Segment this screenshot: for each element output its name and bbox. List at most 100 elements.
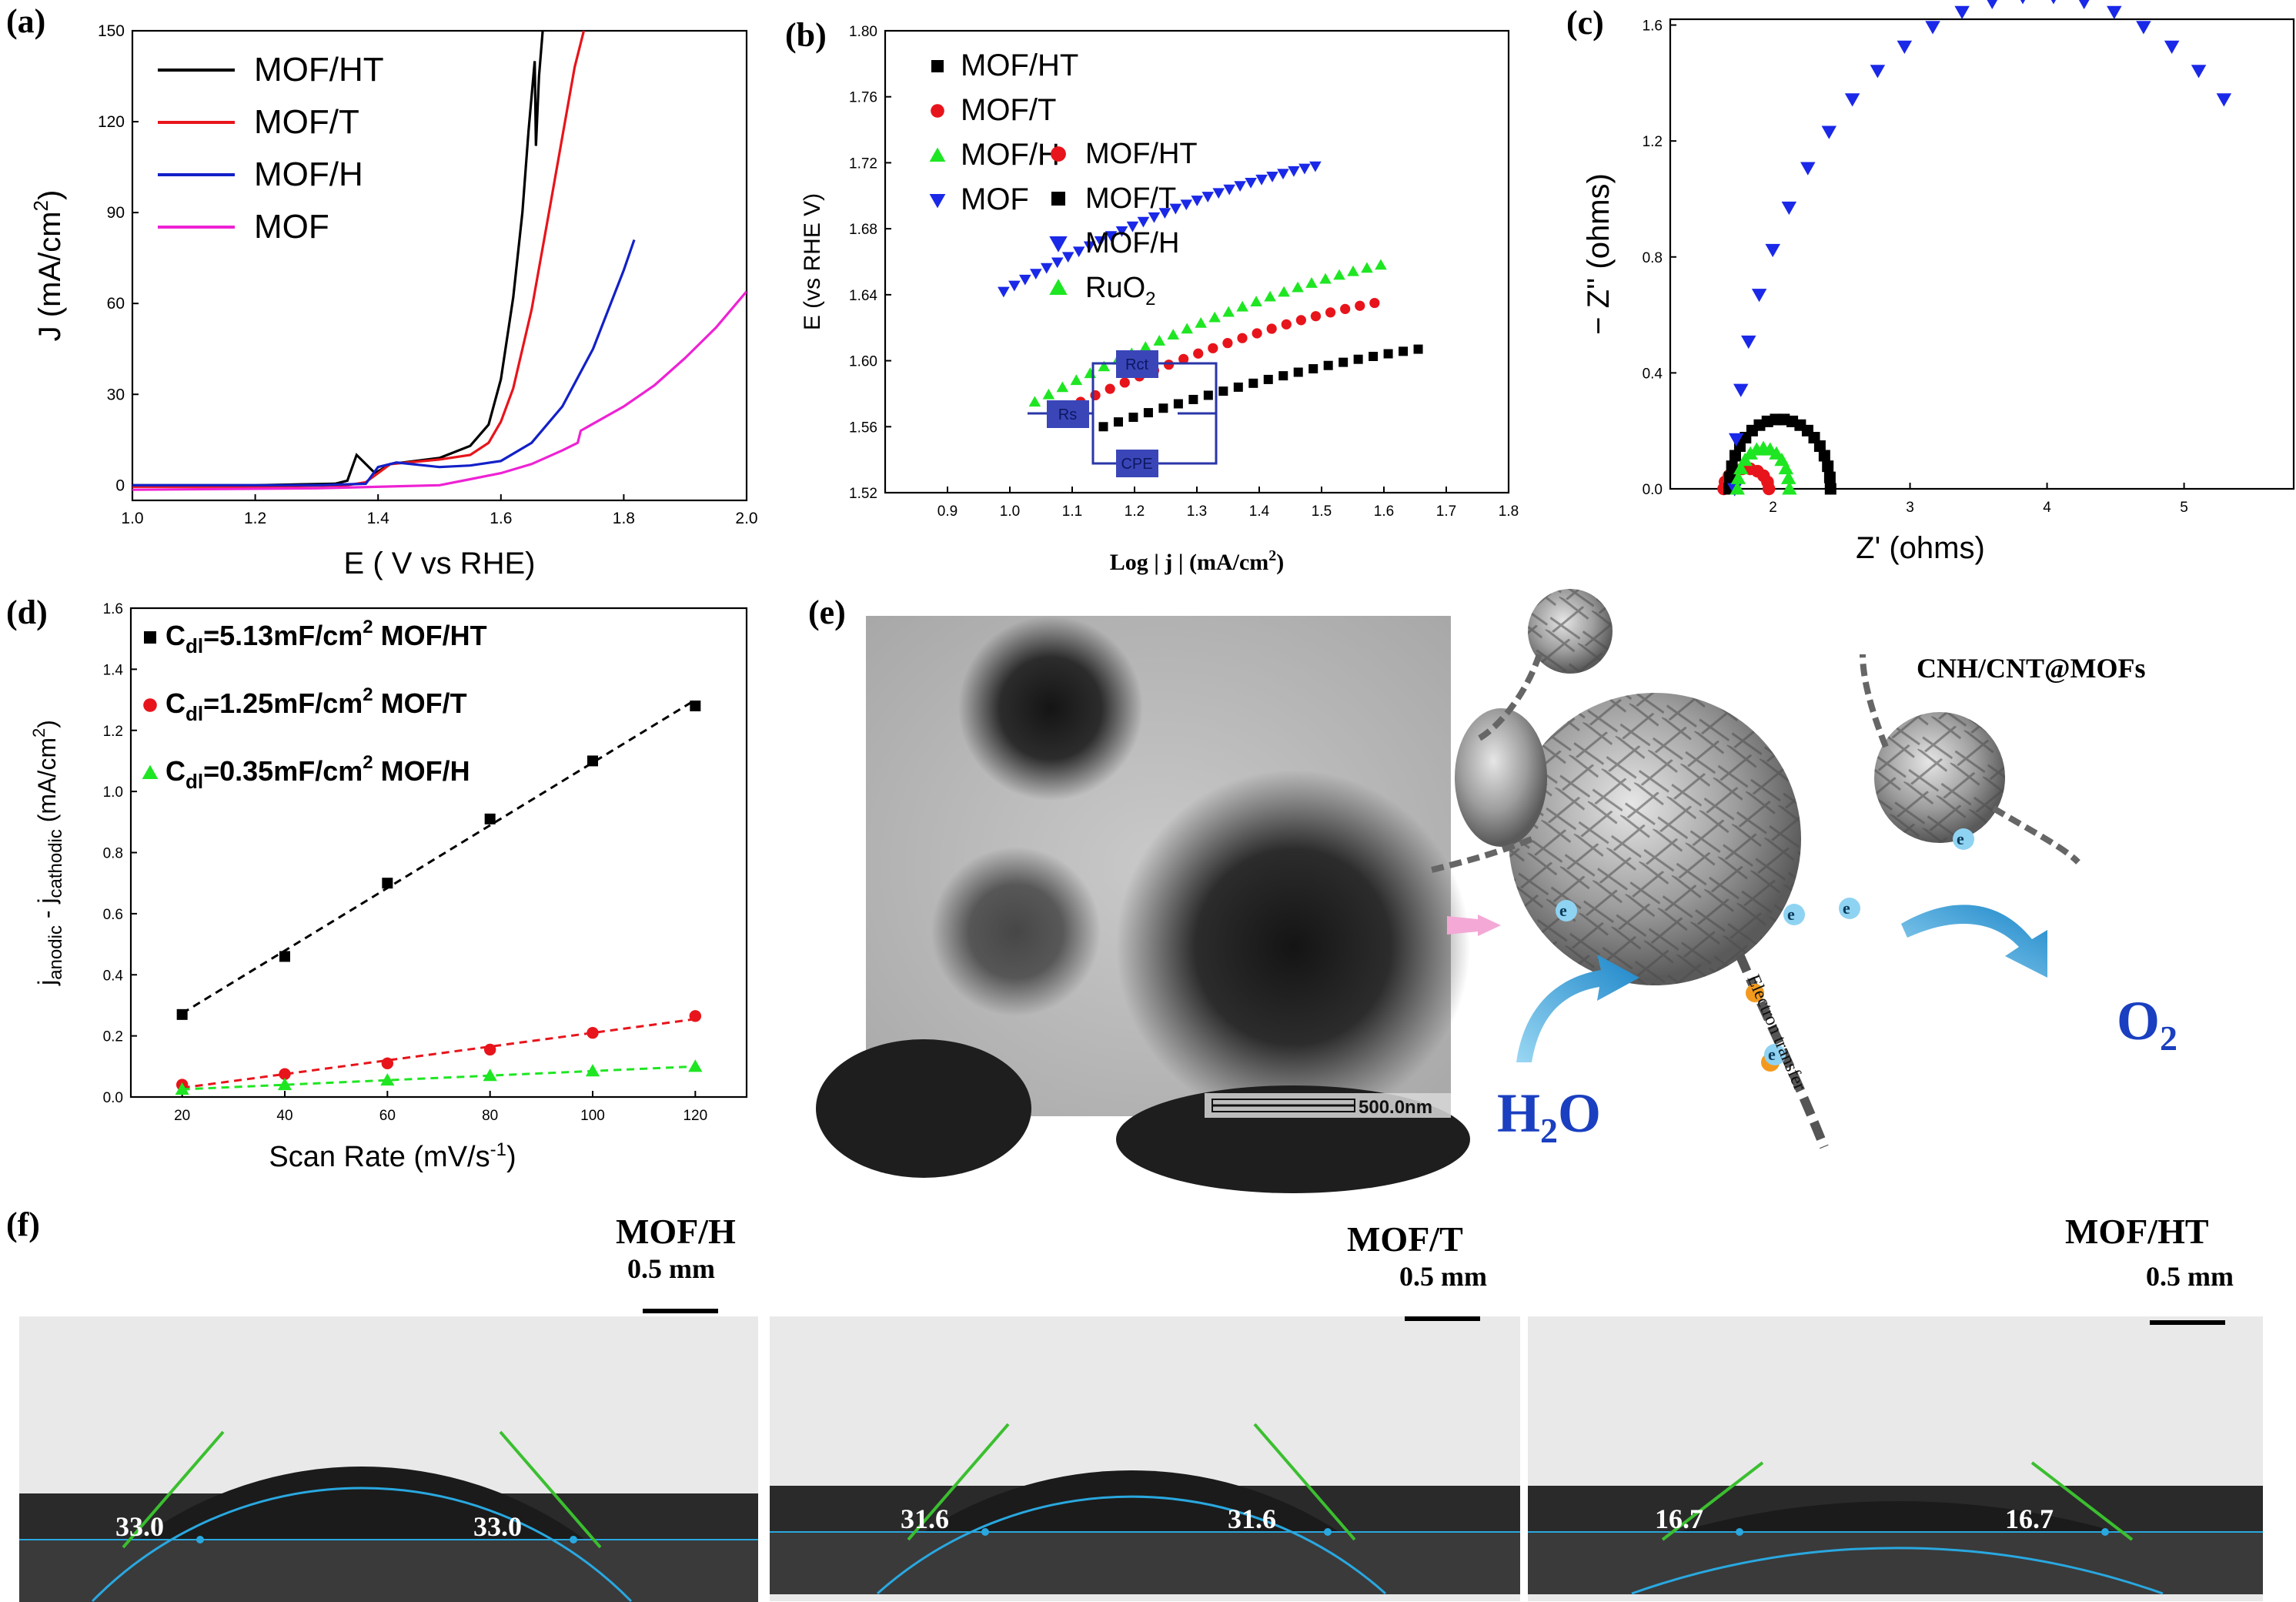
data-point	[1167, 329, 1180, 339]
x-tick-label: 1.2	[244, 510, 266, 527]
data-point	[1295, 315, 1306, 326]
y-tick-label: 30	[107, 386, 125, 403]
data-point	[1137, 216, 1150, 228]
angle-left-label: 33.0	[115, 1511, 164, 1542]
data-point	[1084, 367, 1097, 379]
data-point	[1237, 333, 1248, 343]
data-point	[1325, 307, 1336, 318]
x-tick-label: 4	[2043, 500, 2051, 516]
data-point	[1163, 360, 1175, 370]
data-point	[1728, 433, 1744, 446]
tem-scalebar-label: 500.0nm	[1359, 1097, 1432, 1118]
data-point	[1222, 338, 1233, 349]
data-point	[1115, 226, 1128, 237]
data-point	[1813, 440, 1826, 452]
data-point	[1729, 450, 1741, 462]
x-tick-label: 2	[1769, 500, 1777, 516]
legend-marker	[143, 698, 157, 712]
circuit-rct-box	[1116, 350, 1158, 378]
panel-e-label: (e)	[808, 594, 846, 631]
contact-angle-image: 16.7 16.7	[1528, 1316, 2263, 1601]
data-point	[1375, 259, 1387, 270]
substrate-reflection	[19, 1540, 758, 1602]
series-line-mof	[132, 290, 747, 491]
scale-label: 0.5 mm	[1399, 1261, 1487, 1292]
data-point	[1278, 286, 1290, 297]
data-point	[483, 1043, 496, 1056]
x-tick-label: 1.6	[1374, 503, 1394, 520]
scale-bar	[643, 1309, 718, 1313]
legend-label: MOF/T	[254, 103, 359, 141]
panel-a-chart: 1.0 1.2 1.4 1.6 1.8 2.0 0 30 60 90 120 150 MOF/HT MOF…	[29, 22, 758, 580]
data-point	[1090, 390, 1101, 401]
x-tick-label: 1.5	[1312, 503, 1332, 520]
data-point	[1413, 344, 1423, 354]
data-point	[1191, 196, 1204, 206]
legend-label: MOF	[961, 182, 1029, 216]
data-point	[1158, 403, 1168, 413]
y-tick-label: 1.6	[1643, 18, 1663, 35]
data-point	[587, 1026, 599, 1039]
data-point	[1319, 273, 1332, 284]
data-point	[1105, 231, 1118, 242]
data-point	[1153, 335, 1166, 346]
data-point	[1298, 163, 1311, 175]
water-droplet	[1678, 1501, 2117, 1532]
data-point	[175, 1082, 189, 1095]
data-point	[585, 1064, 600, 1077]
data-point	[279, 1068, 291, 1080]
y-tick-label: 1.2	[103, 724, 123, 740]
legend-marker	[1051, 146, 1066, 162]
data-point	[1061, 252, 1074, 263]
scale-label: 0.5 mm	[2146, 1261, 2234, 1292]
data-point	[1897, 40, 1913, 55]
data-point	[1733, 383, 1749, 397]
y-axis-label: − Z'' (ohms)	[1582, 173, 1616, 335]
y-tick-label: 120	[98, 113, 125, 131]
panel-b-chart: 0.9 1.0 1.1 1.2 1.3 1.4 1.5 1.6 1.7 1.8 1.52 1.56 1.…	[800, 24, 1519, 575]
series-mof-ht	[1098, 344, 1423, 432]
data-point	[1180, 199, 1193, 211]
series-mof-t	[1061, 297, 1380, 414]
data-point	[1308, 364, 1318, 374]
data-point	[176, 1008, 188, 1020]
electron-label-5: e	[1768, 1045, 1776, 1064]
legend-marker	[144, 631, 156, 644]
data-point	[1266, 323, 1277, 334]
panel-d-chart: 20 40 60 80 100 120 0.0 0.2 0.4 0.6 0.8 1.0 1.2 1.4 1.…	[29, 601, 748, 1173]
series-line-mof-ht	[132, 30, 544, 487]
y-tick-label: 1.4	[103, 662, 124, 678]
data-point	[1250, 296, 1262, 306]
data-point	[1208, 311, 1221, 323]
legend-marker	[1049, 279, 1068, 295]
y-tick-label: 0.0	[1643, 482, 1663, 498]
data-point	[1105, 383, 1115, 394]
contact-angle-image: 31.6 31.6	[770, 1316, 1520, 1601]
data-point	[1310, 311, 1322, 322]
data-point	[1248, 378, 1258, 388]
circuit-cpe-label: CPE	[1121, 456, 1152, 473]
data-point	[1347, 265, 1359, 276]
data-point	[1293, 367, 1303, 377]
series-mof-h	[175, 1059, 703, 1095]
data-point	[2050, 0, 2057, 5]
y-tick-label: 0.0	[103, 1090, 123, 1106]
x-tick-label: 1.8	[613, 510, 635, 527]
h2o-arrow-icon	[1516, 955, 1639, 1062]
y-axis-label: E (vs RHE V)	[800, 193, 825, 330]
data-point	[1743, 446, 1758, 460]
legend-label: Cdl=1.25mF/cm2 MOF/T	[165, 684, 467, 725]
data-point	[2191, 65, 2207, 79]
data-point	[1264, 290, 1276, 302]
fit-line	[181, 698, 697, 1015]
x-tick-label: 80	[482, 1108, 498, 1124]
contact-point	[196, 1536, 204, 1543]
contact-point	[1324, 1528, 1332, 1536]
data-point	[1383, 349, 1393, 359]
legend-label: Cdl=5.13mF/cm2 MOF/HT	[165, 617, 487, 657]
data-point	[1338, 357, 1349, 367]
y-tick-label: 0.4	[1643, 366, 1663, 382]
data-point	[1822, 460, 1834, 473]
panel-f-label: (f)	[6, 1206, 40, 1243]
y-tick-label: 1.2	[1643, 134, 1663, 150]
